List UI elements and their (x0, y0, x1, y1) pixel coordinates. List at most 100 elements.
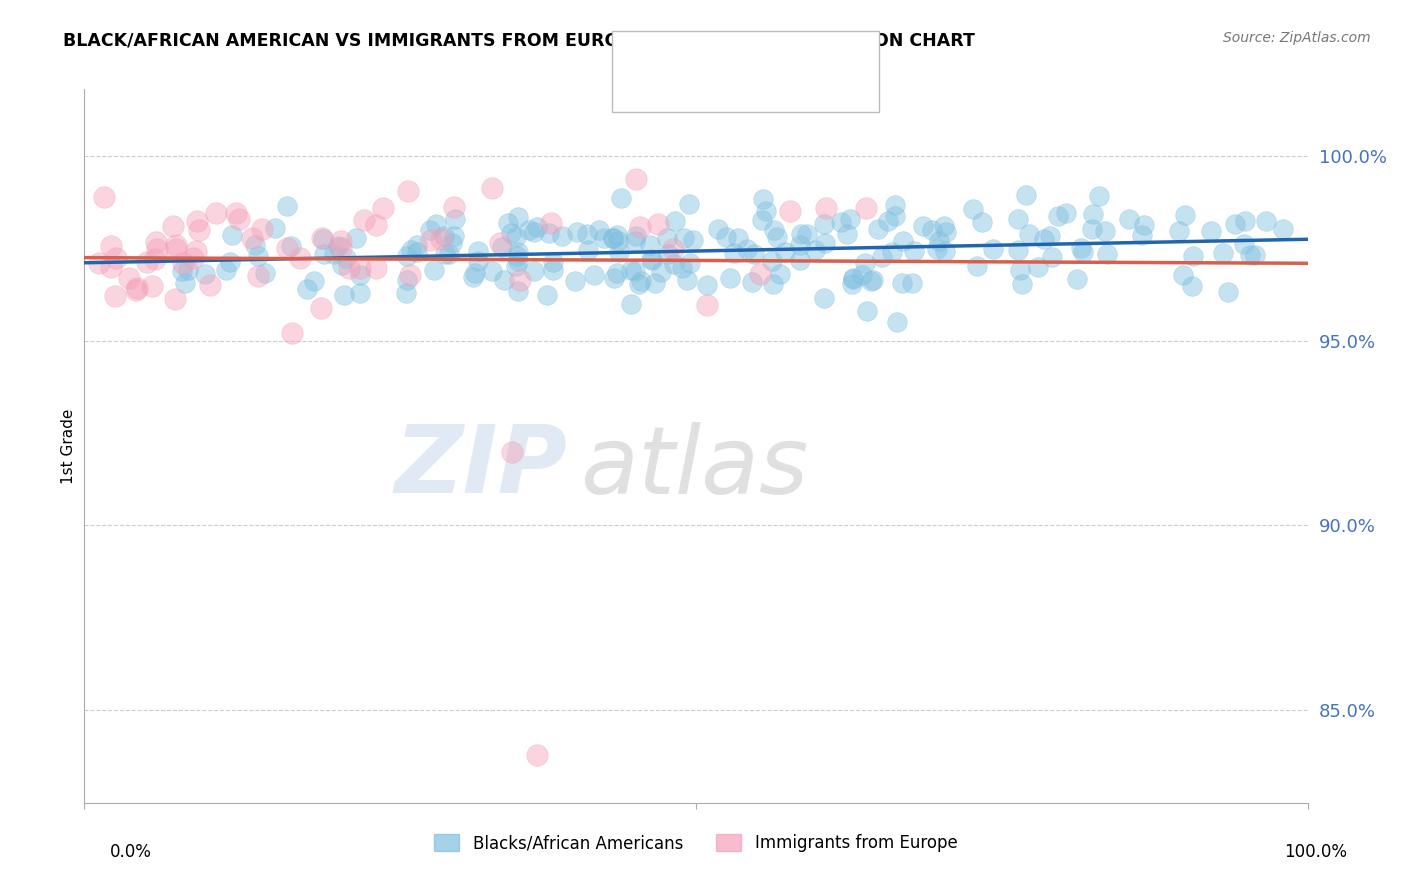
Point (1007, 243, 1029, 257)
Point (962, 202, 984, 216)
Point (464, 266, 486, 280)
Point (177, 262, 200, 277)
Point (762, 223, 785, 237)
Text: atlas: atlas (579, 422, 808, 513)
Point (678, 197, 700, 211)
Point (243, 238, 266, 252)
Point (181, 251, 204, 265)
Point (1118, 211, 1140, 226)
Point (425, 218, 447, 232)
Point (620, 296, 643, 310)
Point (1223, 217, 1246, 231)
Point (337, 260, 360, 275)
Point (626, 172, 648, 186)
Point (276, 199, 298, 213)
Point (240, 231, 263, 245)
Point (1088, 189, 1111, 203)
Point (934, 244, 956, 258)
Point (419, 223, 441, 237)
Point (281, 326, 304, 341)
Point (1234, 214, 1257, 228)
Point (650, 265, 672, 279)
Point (1218, 285, 1240, 300)
Point (640, 252, 662, 266)
Point (538, 226, 561, 240)
Point (198, 278, 221, 293)
Point (749, 268, 772, 282)
Point (707, 222, 730, 236)
Point (295, 282, 318, 296)
Point (187, 223, 209, 237)
Point (508, 245, 530, 260)
Point (311, 230, 333, 244)
Point (932, 219, 955, 233)
Point (264, 221, 287, 235)
Point (814, 235, 837, 250)
Point (312, 232, 335, 246)
Point (1081, 207, 1104, 221)
Point (576, 244, 599, 258)
Point (186, 213, 208, 227)
Point (928, 235, 950, 249)
Point (602, 231, 624, 245)
Point (766, 230, 789, 244)
Point (576, 227, 599, 242)
Point (839, 211, 862, 226)
Point (877, 214, 900, 228)
Point (225, 206, 247, 220)
Point (526, 747, 548, 762)
Point (641, 252, 664, 267)
Point (247, 248, 270, 262)
Point (638, 238, 661, 252)
Point (644, 277, 666, 291)
Point (125, 283, 148, 297)
Point (540, 215, 562, 229)
Point (735, 242, 758, 256)
Point (146, 242, 169, 256)
Point (789, 253, 811, 268)
Point (221, 228, 243, 243)
Point (253, 266, 276, 280)
Point (623, 235, 645, 249)
Point (419, 234, 441, 248)
Point (880, 245, 903, 260)
Point (104, 289, 127, 303)
Point (751, 213, 773, 227)
Point (353, 213, 375, 227)
Point (752, 193, 775, 207)
Point (718, 271, 741, 285)
Point (184, 244, 207, 258)
Text: R = 0.215   N = 80: R = 0.215 N = 80 (665, 80, 849, 98)
Point (371, 201, 394, 215)
Point (366, 218, 388, 232)
Point (163, 293, 186, 307)
Point (517, 223, 540, 237)
Point (1011, 277, 1033, 292)
Point (884, 209, 907, 223)
Point (441, 236, 464, 251)
Point (429, 232, 451, 246)
Point (288, 251, 311, 265)
Point (935, 225, 957, 239)
Point (1168, 223, 1191, 237)
Point (727, 231, 749, 245)
Point (630, 274, 652, 288)
Point (891, 234, 914, 248)
Point (165, 242, 187, 256)
Point (647, 217, 669, 231)
Point (364, 261, 387, 276)
Point (349, 260, 371, 275)
Point (433, 229, 456, 244)
Point (815, 201, 838, 215)
Point (607, 234, 630, 248)
Point (1007, 212, 1029, 227)
Point (1181, 279, 1204, 293)
Point (399, 268, 422, 282)
Point (672, 231, 695, 245)
Y-axis label: 1st Grade: 1st Grade (60, 409, 76, 483)
Point (93, 190, 115, 204)
Point (502, 444, 524, 458)
Point (87, 256, 110, 270)
Point (250, 222, 273, 236)
Point (1094, 224, 1116, 238)
